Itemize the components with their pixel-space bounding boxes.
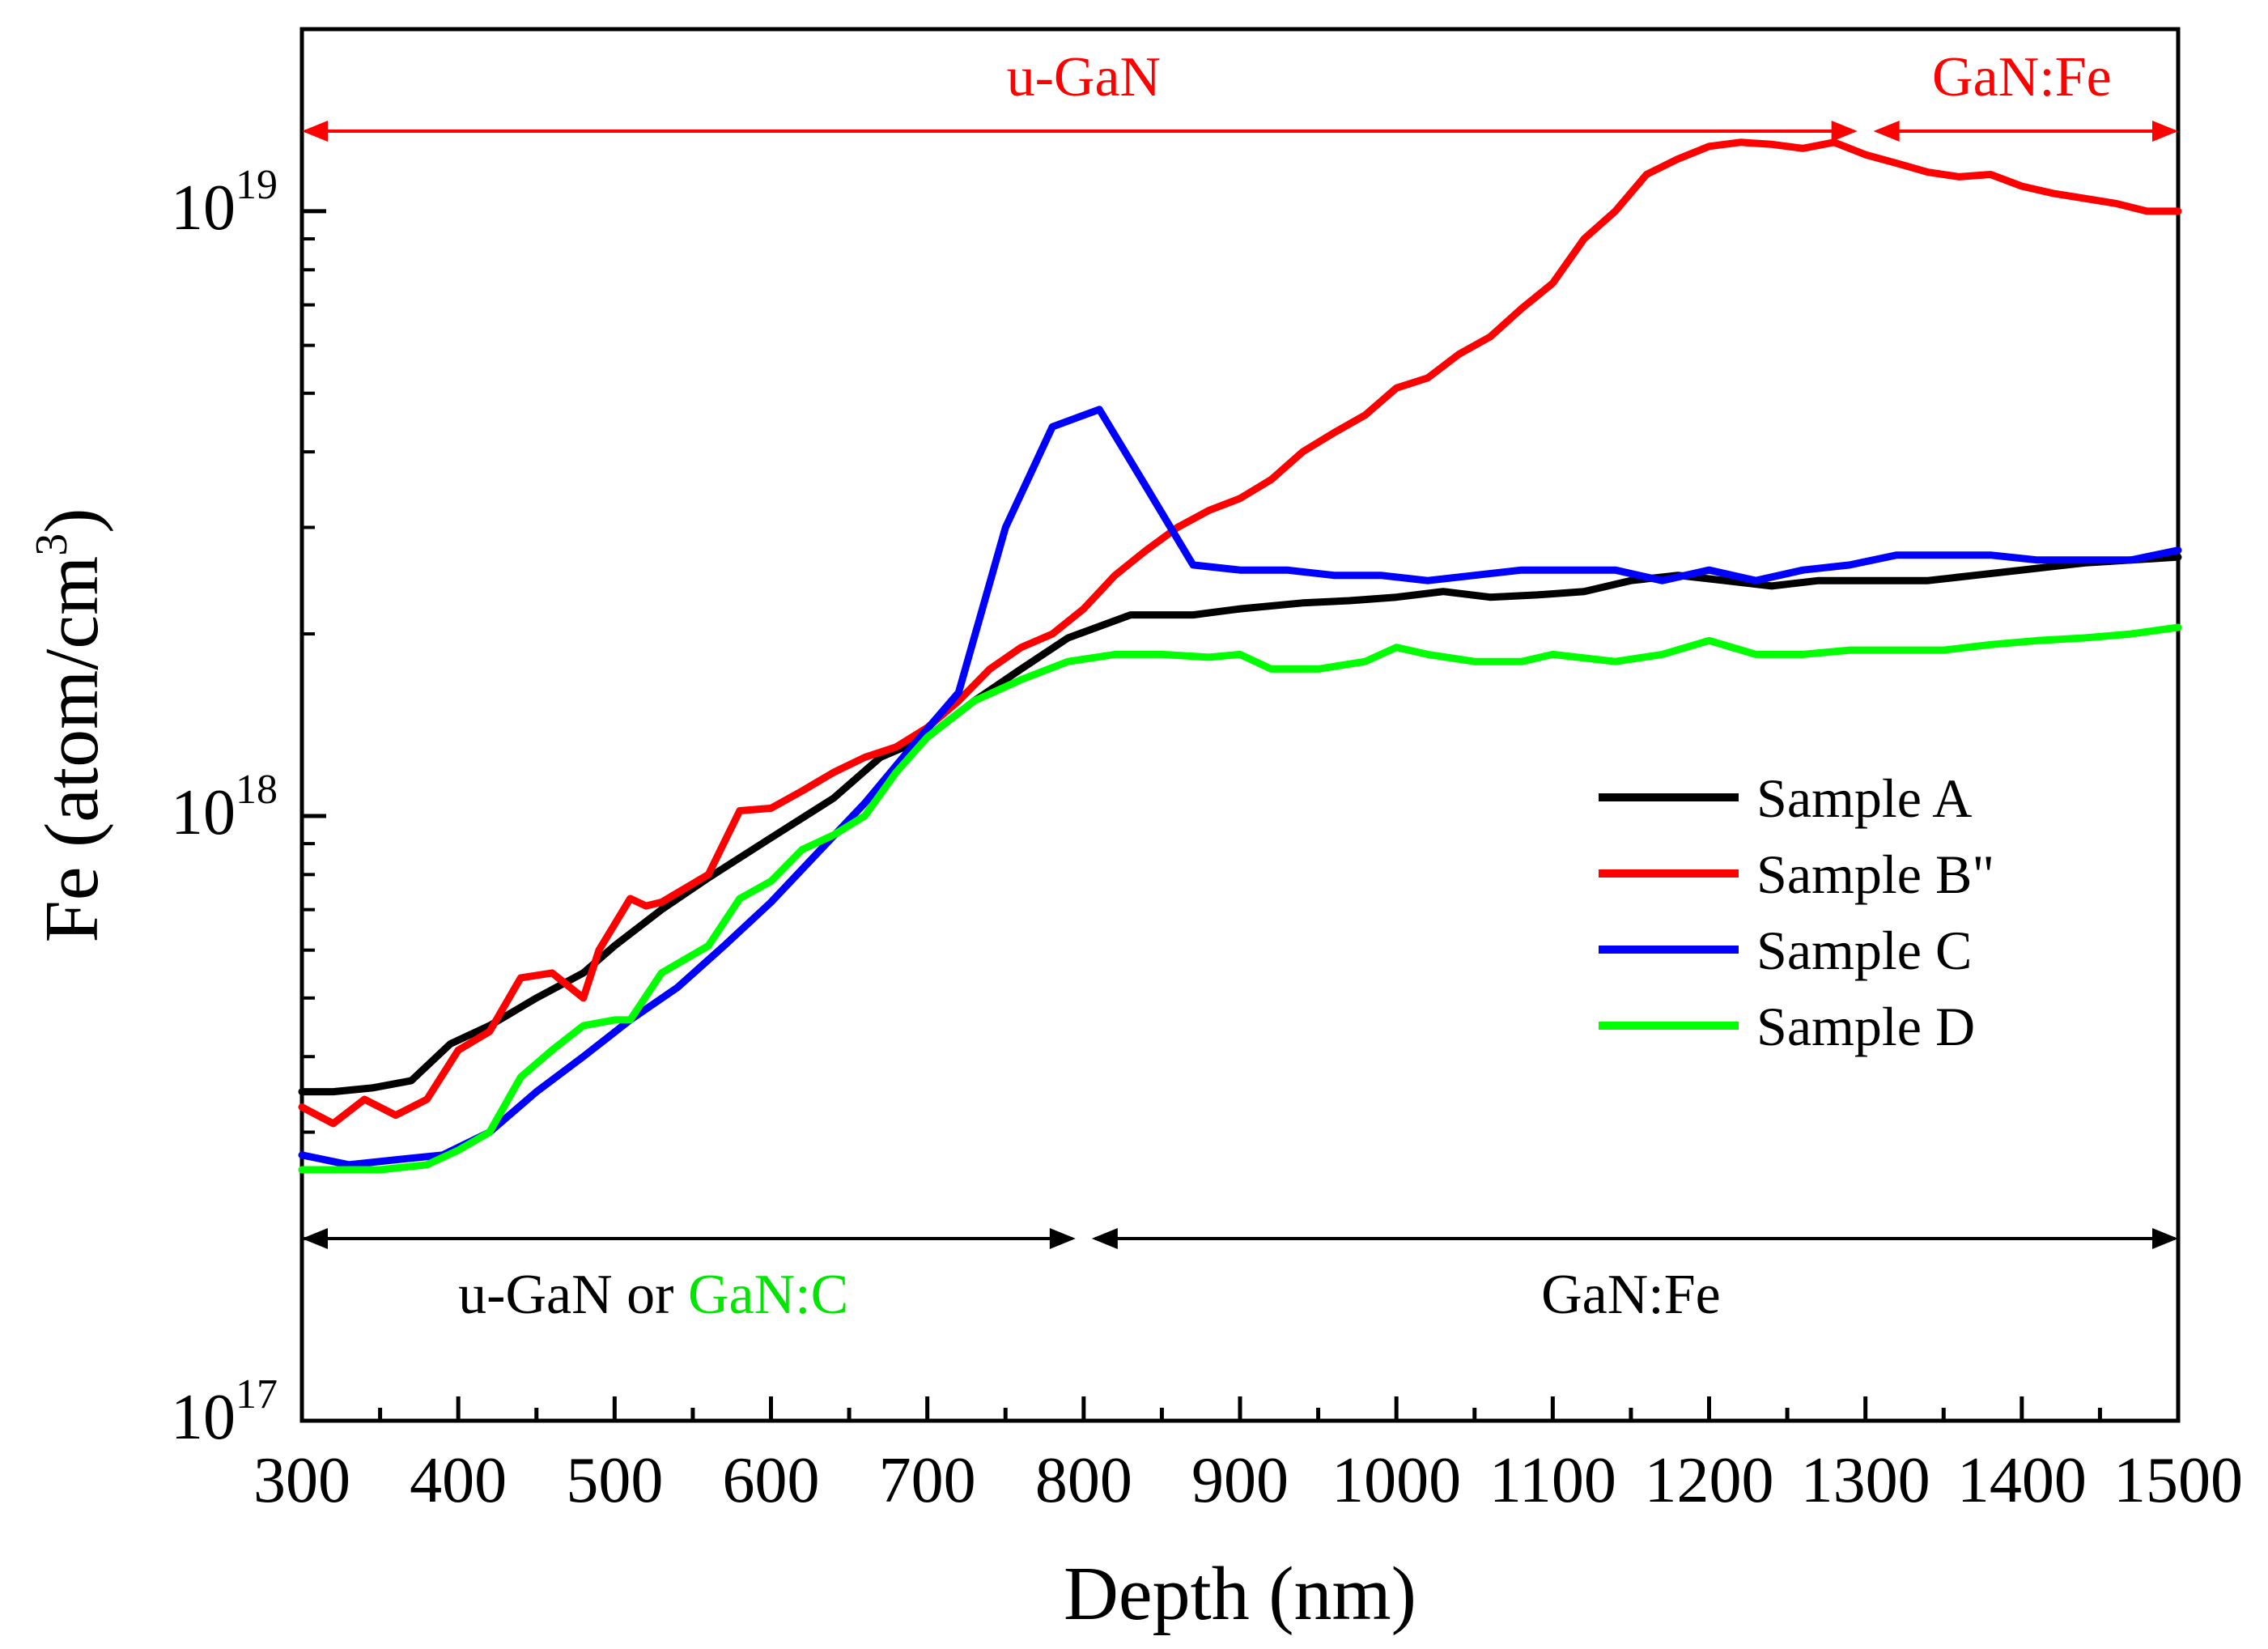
- plot-frame: [299, 27, 2181, 1423]
- y-tick-label-exponent: 19: [236, 162, 278, 208]
- x-tick-label: 800: [1035, 1445, 1132, 1516]
- bottom-arrow-right: [1091, 1228, 2178, 1249]
- bottom-region-label-right: GaN:Fe: [1541, 1264, 1721, 1326]
- arrow-head-right: [2152, 121, 2178, 142]
- bottom-region-label-part-2: or: [626, 1264, 688, 1326]
- bottom-region-label-left: u-GaN or GaN:C: [458, 1264, 848, 1326]
- y-tick-label: 1017: [171, 1371, 278, 1453]
- top-arrow-left: [302, 121, 1858, 142]
- arrow-head-left: [1873, 121, 1900, 142]
- x-tick-label: 1500: [2113, 1445, 2243, 1516]
- y-axis-label: Fe (atom/cm3): [27, 508, 114, 942]
- arrow-head-left: [302, 121, 328, 142]
- legend-label: Sample A: [1756, 767, 1972, 829]
- arrow-head-right: [1049, 1228, 1076, 1249]
- bottom-region-label-part-1: u-GaN: [458, 1264, 626, 1326]
- series-lines: [298, 138, 2182, 1174]
- legend-label: Sample B": [1756, 844, 1994, 905]
- x-tick-label: 700: [879, 1445, 976, 1516]
- x-tick-label: 400: [410, 1445, 507, 1516]
- y-tick-label: 1018: [171, 767, 278, 848]
- annotations: u-GaN GaN:Fe GaN:Fe u-GaN or GaN:C: [302, 46, 2178, 1326]
- y-tick-label-exponent: 18: [236, 767, 278, 813]
- y-tick-label-exponent: 17: [236, 1371, 278, 1417]
- arrow-head-left: [302, 1228, 328, 1249]
- x-tick-label: 900: [1191, 1445, 1289, 1516]
- top-region-label-right: GaN:Fe: [1932, 46, 2112, 108]
- bottom-region-label-part-3: GaN:C: [688, 1264, 848, 1326]
- y-axis-label-superscript: 3: [27, 533, 77, 556]
- x-tick-label: 1000: [1331, 1445, 1461, 1516]
- y-axis-label-base: Fe (atom/cm: [30, 556, 114, 943]
- arrow-head-right: [2152, 1228, 2178, 1249]
- x-axis-label: Depth (nm): [1064, 1552, 1416, 1636]
- y-tick-label-base: 10: [171, 777, 236, 848]
- y-tick-label: 1019: [171, 162, 278, 244]
- y-tick-label-base: 10: [171, 1382, 236, 1453]
- x-tick-label: 1200: [1645, 1445, 1774, 1516]
- x-tick-label: 500: [566, 1445, 663, 1516]
- top-region-label-left: u-GaN: [1007, 46, 1161, 108]
- legend: Sample A Sample B" Sample C Sample D: [1599, 767, 1994, 1057]
- x-ticks: 300 400 500 600 700 800 900 1000 1100 1200 1300 140…: [253, 1396, 2243, 1516]
- x-tick-label: 600: [723, 1445, 820, 1516]
- legend-label: Sample D: [1756, 996, 1975, 1057]
- series-line-1: [298, 553, 2182, 1096]
- legend-label: Sample C: [1756, 920, 1972, 981]
- y-tick-label-base: 10: [171, 172, 236, 244]
- arrow-head-right: [1831, 121, 1858, 142]
- x-tick-label: 300: [253, 1445, 350, 1516]
- x-tick-label: 1100: [1489, 1445, 1616, 1516]
- bottom-arrow-left: [302, 1228, 1076, 1249]
- top-arrow-right: [1873, 121, 2178, 142]
- series-line-2: [298, 138, 2182, 1128]
- arrow-head-left: [1091, 1228, 1118, 1249]
- x-tick-label: 1300: [1801, 1445, 1930, 1516]
- series-line-3: [298, 406, 2182, 1169]
- y-axis-label-close: ): [30, 508, 114, 533]
- series-line-4: [298, 623, 2182, 1174]
- x-tick-label: 1400: [1957, 1445, 2087, 1516]
